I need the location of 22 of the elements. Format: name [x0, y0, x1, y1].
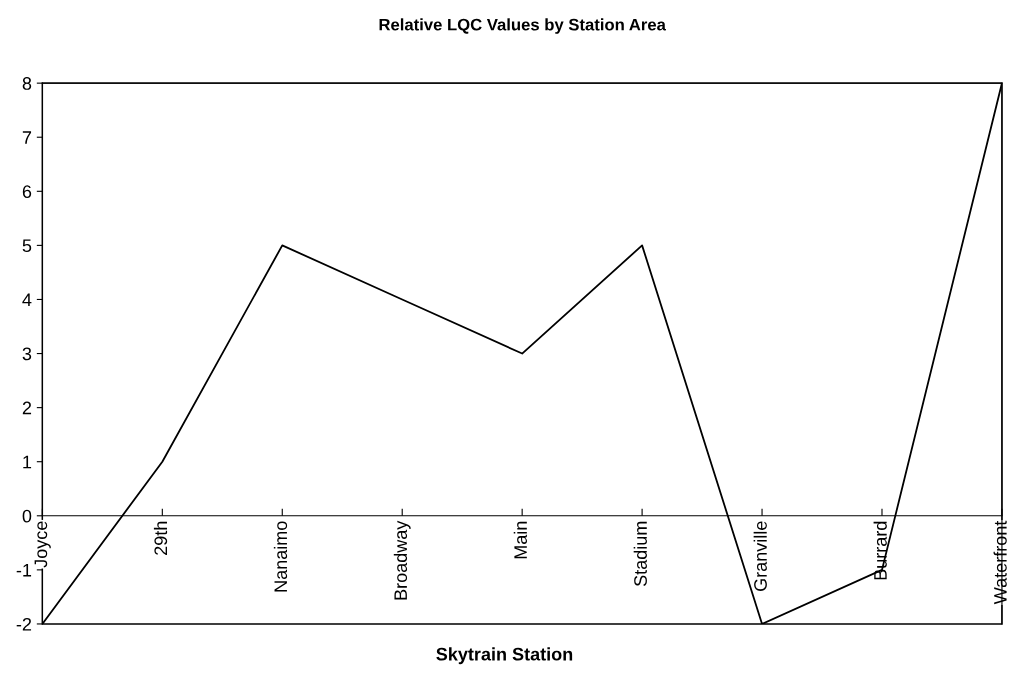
y-tick-label: 1: [23, 455, 32, 469]
chart-title: Relative LQC Values by Station Area: [379, 18, 666, 34]
x-tick-label: Stadium: [633, 521, 647, 587]
x-tick-label: 29th: [153, 521, 168, 555]
y-tick-label: 0: [22, 509, 32, 523]
y-tick-label: 5: [22, 239, 32, 253]
x-axis-title: Skytrain Station: [436, 647, 573, 665]
x-tick-label: Granville: [753, 521, 767, 591]
x-tick-label: Broadway: [393, 520, 411, 600]
y-tick-label: -2: [16, 617, 32, 631]
y-tick-label: 3: [22, 347, 32, 361]
y-tick-label: 8: [22, 77, 32, 90]
y-tick-label: 2: [22, 401, 32, 415]
y-tick-label: -1: [16, 563, 32, 577]
x-tick-label: Main: [513, 521, 527, 559]
x-tick-label: Nanaimo: [273, 521, 288, 592]
y-tick-label: 7: [22, 131, 32, 144]
x-tick-label: Burrard: [873, 521, 887, 580]
x-tick-label: Joyce: [34, 521, 51, 568]
x-tick-label: Waterfront: [993, 520, 1007, 605]
y-tick-label: 6: [22, 185, 32, 199]
y-tick-label: 4: [22, 293, 32, 307]
